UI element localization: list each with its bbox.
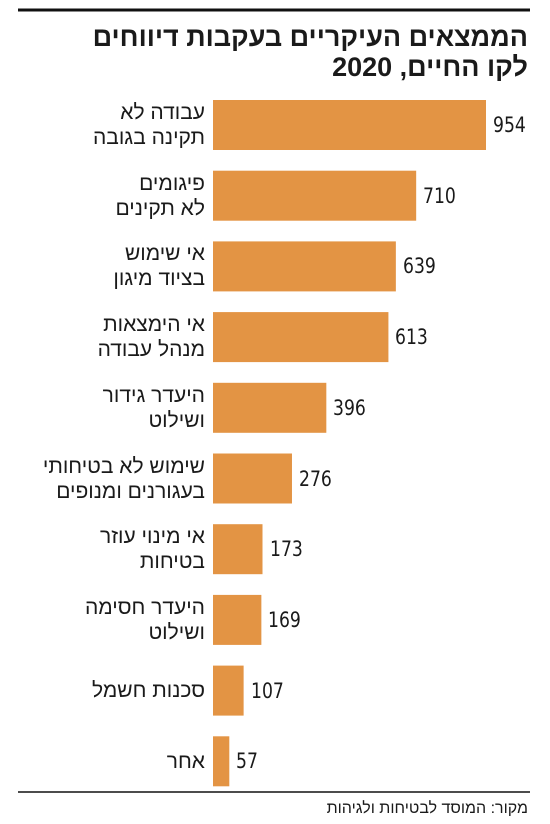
category-label: פיגומים לא תקינים (115, 171, 205, 220)
source-note: מקור: המוסד לבטיחות ולגיהות (326, 800, 528, 817)
category-label: אי מינוי עוזר בטיחות (100, 525, 205, 574)
bar (213, 524, 263, 575)
bar (213, 665, 244, 716)
value-label: 396 (333, 395, 367, 420)
bar (213, 241, 396, 292)
category-label: היעדר חסימה ושילוט (84, 595, 205, 644)
chart-title: הממצאים העיקריים בעקבות דיווחים לקו החיי… (92, 22, 528, 82)
bar (213, 100, 486, 150)
category-label: סכנות חשמל (91, 679, 205, 703)
value-label: 107 (250, 678, 284, 703)
category-label: אחר (166, 749, 205, 773)
bar (213, 453, 292, 504)
bar (213, 382, 327, 433)
value-label: 710 (423, 183, 457, 208)
bar (213, 736, 230, 787)
value-label: 954 (493, 113, 526, 137)
value-label: 639 (402, 254, 436, 279)
bar (213, 312, 389, 363)
value-label: 276 (298, 466, 332, 491)
value-label: 173 (269, 537, 303, 562)
category-label: אי הימצאות מנהל עבודה (97, 313, 205, 362)
bar (213, 594, 262, 645)
category-label: עבודה לא תקינה בגובה (92, 101, 205, 149)
bar (213, 170, 417, 221)
value-label: 169 (268, 607, 302, 632)
category-label: שימוש לא בטיחותי בעגורנים ומנופים (42, 454, 205, 503)
value-label: 57 (236, 749, 259, 774)
category-label: אי שימוש בציוד מיגון (113, 242, 205, 291)
category-label: היעדר גידור ושילוט (102, 383, 205, 432)
value-label: 613 (395, 325, 429, 350)
